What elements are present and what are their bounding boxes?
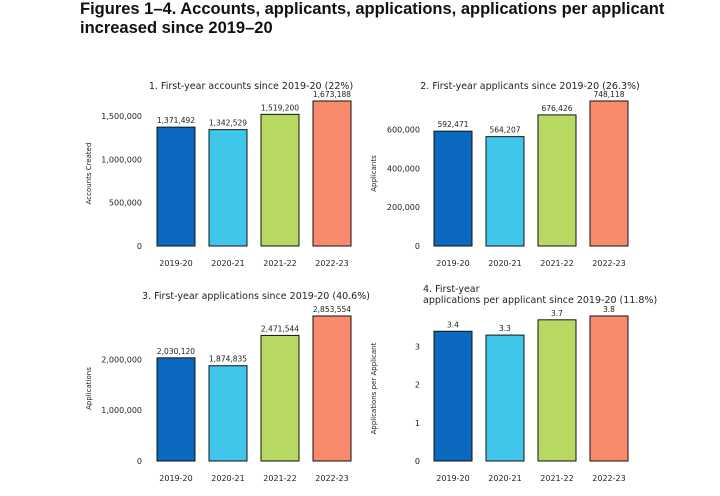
- x-tick-label: 2021-22: [540, 474, 573, 483]
- x-tick-label: 2019-20: [159, 259, 192, 268]
- bar-2019-20: [433, 130, 473, 247]
- y-tick-label: 2,000,000: [101, 355, 142, 364]
- bar-2020-21: [485, 334, 525, 462]
- y-axis-label: Applicants: [370, 155, 378, 192]
- data-label: 3.4: [447, 320, 459, 329]
- x-tick-label: 2022-23: [592, 474, 625, 483]
- x-tick-label: 2020-21: [211, 259, 244, 268]
- bar-2021-22: [260, 334, 300, 462]
- x-tick-label: 2019-20: [436, 259, 469, 268]
- data-label: 3.7: [551, 309, 563, 318]
- bar-2019-20: [156, 126, 196, 247]
- y-tick-label: 600,000: [387, 126, 420, 135]
- bar-2020-21: [208, 365, 248, 462]
- y-axis-label: Applications per Applicant: [370, 342, 378, 434]
- data-label: 3.8: [603, 305, 615, 314]
- x-tick-label: 2022-23: [315, 259, 348, 268]
- bar-2021-22: [260, 113, 300, 247]
- data-label: 2,471,544: [261, 324, 299, 333]
- x-tick-label: 2020-21: [488, 259, 521, 268]
- y-tick-label: 1,000,000: [101, 406, 142, 415]
- x-tick-label: 2021-22: [540, 259, 573, 268]
- y-tick-label: 500,000: [109, 199, 142, 208]
- data-label: 2,030,120: [157, 347, 195, 356]
- chart-panel-2: 2. First-year applicants since 2019-20 (…: [370, 81, 640, 268]
- chart-title: 1. First-year accounts since 2019-20 (22…: [149, 81, 353, 92]
- data-label: 1,342,529: [209, 119, 247, 128]
- x-tick-label: 2022-23: [592, 259, 625, 268]
- x-tick-label: 2020-21: [211, 474, 244, 483]
- chart-panel-1: 1. First-year accounts since 2019-20 (22…: [85, 81, 353, 268]
- x-tick-label: 2021-22: [263, 259, 296, 268]
- y-tick-label: 1: [415, 419, 420, 428]
- bar-2021-22: [537, 319, 577, 462]
- data-label: 592,471: [437, 120, 468, 129]
- bar-2022-23: [312, 100, 352, 247]
- y-tick-label: 1,500,000: [101, 112, 142, 121]
- chart-title: 4. First-year: [423, 284, 480, 295]
- data-label: 676,426: [541, 104, 572, 113]
- data-label: 2,853,554: [313, 305, 351, 314]
- x-tick-label: 2022-23: [315, 474, 348, 483]
- bar-2019-20: [433, 330, 473, 462]
- y-tick-label: 2: [415, 381, 420, 390]
- bar-2022-23: [312, 315, 352, 462]
- chart-panel-3: 3. First-year applications since 2019-20…: [85, 291, 370, 483]
- y-axis-label: Accounts Created: [85, 143, 93, 205]
- data-label: 1,371,492: [157, 116, 195, 125]
- bar-2021-22: [537, 114, 577, 247]
- y-tick-label: 400,000: [387, 164, 420, 173]
- bar-2022-23: [589, 315, 629, 462]
- data-label: 1,874,835: [209, 355, 247, 364]
- x-tick-label: 2020-21: [488, 474, 521, 483]
- data-label: 3.3: [499, 324, 511, 333]
- chart-title: 2. First-year applicants since 2019-20 (…: [420, 81, 639, 92]
- y-tick-label: 3: [415, 343, 420, 352]
- y-axis-label: Applications: [85, 367, 93, 410]
- bar-2020-21: [208, 129, 248, 247]
- chart-title: 3. First-year applications since 2019-20…: [142, 291, 370, 302]
- page-title: Figures 1–4. Accounts, applicants, appli…: [80, 0, 665, 37]
- x-tick-label: 2021-22: [263, 474, 296, 483]
- y-tick-label: 0: [415, 242, 420, 251]
- y-tick-label: 0: [415, 457, 420, 466]
- y-tick-label: 0: [137, 457, 142, 466]
- x-tick-label: 2019-20: [436, 474, 469, 483]
- y-tick-label: 1,000,000: [101, 155, 142, 164]
- bar-2022-23: [589, 100, 629, 247]
- bar-2019-20: [156, 357, 196, 462]
- x-tick-label: 2019-20: [159, 474, 192, 483]
- chart-title: applications per applicant since 2019-20…: [423, 295, 657, 306]
- y-tick-label: 200,000: [387, 203, 420, 212]
- y-tick-label: 0: [137, 242, 142, 251]
- data-label: 1,519,200: [261, 103, 299, 112]
- data-label: 748,118: [593, 90, 624, 99]
- bar-2020-21: [485, 136, 525, 247]
- data-label: 564,207: [489, 126, 520, 135]
- data-label: 1,673,188: [313, 90, 351, 99]
